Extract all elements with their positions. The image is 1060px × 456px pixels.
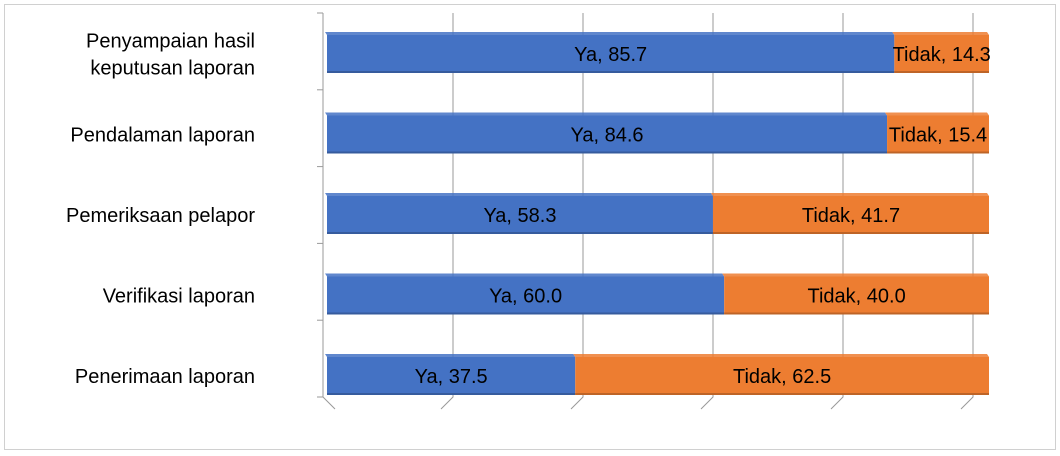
bar-top-face [892, 32, 989, 35]
category-label: Pemeriksaan pelapor [66, 205, 255, 227]
bar-bottom-edge [894, 71, 989, 73]
bar-tidak[interactable] [894, 35, 989, 73]
data-label: Ya, 60.0 [489, 286, 562, 308]
chart-frame: Ya, 85.7 Tidak, 14.3 Ya, 84.6 Tidak, 15.4 Ya… [4, 4, 1056, 450]
bar-bottom-edge [327, 312, 725, 315]
bar-top-face [325, 32, 895, 35]
bar-bottom-edge [327, 232, 713, 234]
data-label: Tidak, 41.7 [802, 205, 900, 227]
bar-top-face [573, 354, 989, 357]
bar-top-face [325, 354, 576, 357]
bar-bottom-edge [327, 393, 576, 395]
bar-bottom-edge [724, 312, 989, 315]
data-labels: Ya, 85.7 Tidak, 14.3 Ya, 84.6 Tidak, 15.4 Ya… [415, 44, 991, 388]
bar-top-face [722, 273, 989, 277]
category-axis [317, 12, 336, 410]
data-label: Tidak, 14.3 [893, 44, 991, 66]
data-label: Ya, 58.3 [483, 205, 556, 227]
data-label: Tidak, 15.4 [889, 125, 987, 147]
bar-bottom-edge [575, 393, 989, 395]
stacked-bar-chart: Ya, 85.7 Tidak, 14.3 Ya, 84.6 Tidak, 15.4 Ya… [66, 12, 991, 410]
category-label: Penyampaian hasil keputusan laporan [86, 31, 255, 80]
category-labels: Penyampaian hasil keputusan laporan Pendal… [66, 31, 255, 389]
bar-tidak[interactable] [887, 115, 989, 154]
bar-ya[interactable] [327, 276, 725, 315]
data-label: Ya, 37.5 [415, 366, 488, 388]
bar-ya[interactable] [327, 115, 888, 154]
bar-ya[interactable] [327, 357, 576, 395]
bar-top-face [325, 273, 725, 277]
bar-bottom-edge [327, 151, 888, 154]
category-label: Pendalaman laporan [70, 125, 255, 147]
bar-bottom-edge [887, 151, 989, 154]
bar-bottom-edge [712, 232, 989, 234]
bars [325, 32, 989, 395]
category-label: Verifikasi laporan [103, 286, 255, 308]
data-label: Tidak, 40.0 [807, 286, 905, 308]
bar-tidak[interactable] [575, 357, 989, 395]
bar-bottom-edge [327, 71, 895, 73]
data-label: Ya, 84.6 [571, 125, 644, 147]
bar-top-face [325, 112, 888, 116]
bar-top-face [710, 193, 989, 196]
bar-tidak[interactable] [724, 276, 989, 315]
data-label: Ya, 85.7 [574, 44, 647, 66]
category-label: Penerimaan laporan [75, 366, 255, 388]
bar-ya[interactable] [327, 35, 895, 73]
bar-top-face [325, 193, 713, 196]
bar-ya[interactable] [327, 196, 713, 234]
bar-tidak[interactable] [712, 196, 989, 234]
bar-top-face [885, 112, 989, 116]
data-label: Tidak, 62.5 [733, 366, 831, 388]
